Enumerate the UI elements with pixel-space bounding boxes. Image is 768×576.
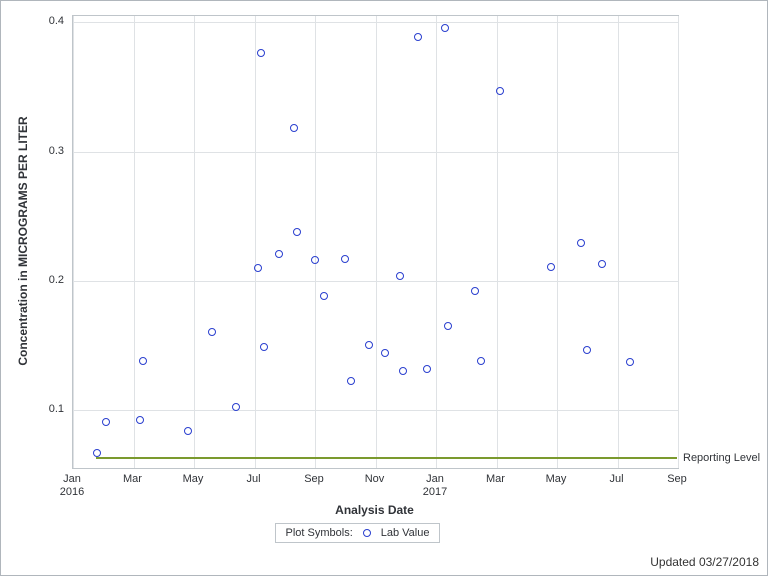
y-axis-title: Concentration in MICROGRAMS PER LITER: [16, 116, 30, 365]
grid-line-v: [678, 16, 679, 468]
grid-line-v: [194, 16, 195, 468]
grid-line-h: [73, 152, 678, 153]
data-point: [471, 287, 479, 295]
grid-line-v: [618, 16, 619, 468]
x-axis-title: Analysis Date: [335, 503, 414, 517]
data-point: [232, 403, 240, 411]
data-point: [275, 250, 283, 258]
grid-line-v: [255, 16, 256, 468]
data-point: [477, 357, 485, 365]
data-point: [626, 358, 634, 366]
data-point: [290, 124, 298, 132]
data-point: [414, 33, 422, 41]
grid-line-h: [73, 281, 678, 282]
data-point: [583, 346, 591, 354]
data-point: [441, 24, 449, 32]
x-tick-label: Nov: [365, 473, 385, 486]
data-point: [347, 377, 355, 385]
x-tick-label: Jul: [609, 473, 623, 486]
x-tick-label: Jul: [246, 473, 260, 486]
data-point: [444, 322, 452, 330]
y-tick-label: 0.3: [49, 145, 64, 157]
data-point: [320, 292, 328, 300]
data-point: [184, 427, 192, 435]
legend-title: Plot Symbols:: [286, 527, 353, 539]
x-tick-label: Jan 2016: [60, 473, 84, 499]
legend-marker-icon: [363, 529, 371, 537]
data-point: [257, 49, 265, 57]
grid-line-v: [73, 16, 74, 468]
footnote: Updated 03/27/2018: [650, 555, 759, 569]
data-point: [93, 449, 101, 457]
grid-line-v: [315, 16, 316, 468]
data-point: [598, 260, 606, 268]
x-tick-label: Jan 2017: [423, 473, 447, 499]
x-tick-label: Mar: [486, 473, 505, 486]
grid-line-v: [134, 16, 135, 468]
grid-line-v: [436, 16, 437, 468]
y-tick-label: 0.4: [49, 15, 64, 27]
legend: Plot Symbols: Lab Value: [275, 523, 441, 543]
plot-area: [72, 15, 679, 469]
x-tick-label: Sep: [667, 473, 687, 486]
x-tick-label: May: [183, 473, 204, 486]
grid-line-v: [557, 16, 558, 468]
y-tick-label: 0.2: [49, 274, 64, 286]
data-point: [136, 416, 144, 424]
data-point: [208, 328, 216, 336]
data-point: [365, 341, 373, 349]
data-point: [577, 239, 585, 247]
data-point: [399, 367, 407, 375]
data-point: [139, 357, 147, 365]
x-tick-label: Mar: [123, 473, 142, 486]
x-tick-label: May: [546, 473, 567, 486]
grid-line-v: [376, 16, 377, 468]
grid-line-h: [73, 22, 678, 23]
data-point: [102, 418, 110, 426]
grid-line-v: [497, 16, 498, 468]
data-point: [311, 256, 319, 264]
data-point: [341, 255, 349, 263]
reporting-level-label: Reporting Level: [683, 452, 760, 464]
chart-container: Concentration in MICROGRAMS PER LITER An…: [0, 0, 768, 576]
data-point: [547, 263, 555, 271]
data-point: [254, 264, 262, 272]
legend-item-label: Lab Value: [381, 527, 430, 539]
data-point: [260, 343, 268, 351]
data-point: [381, 349, 389, 357]
data-point: [293, 228, 301, 236]
grid-line-h: [73, 410, 678, 411]
data-point: [423, 365, 431, 373]
x-tick-label: Sep: [304, 473, 324, 486]
reporting-level-line: [96, 457, 677, 459]
data-point: [396, 272, 404, 280]
data-point: [496, 87, 504, 95]
y-tick-label: 0.1: [49, 403, 64, 415]
